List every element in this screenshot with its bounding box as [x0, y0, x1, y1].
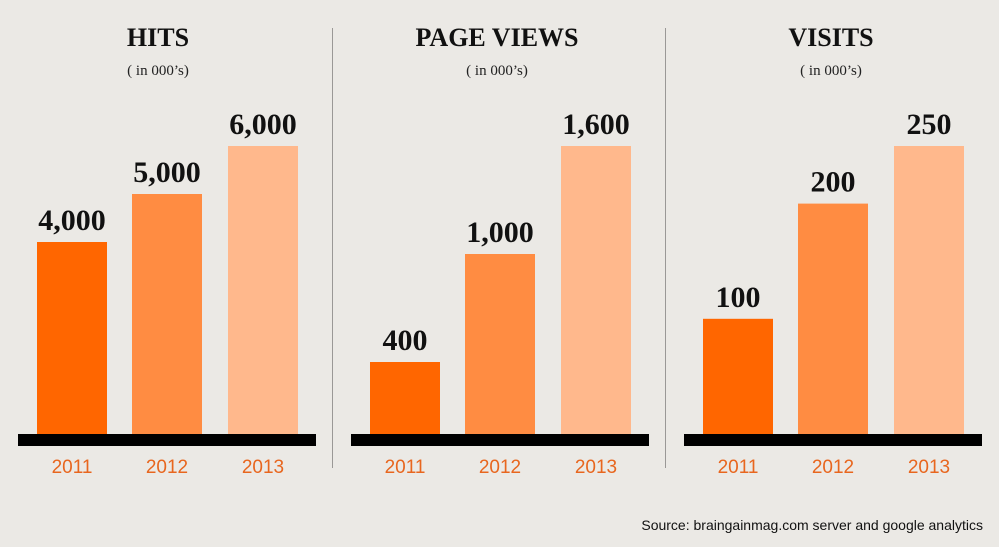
- x-tick-label-page-views-2012: 2012: [479, 457, 521, 478]
- x-tick-label-page-views-2013: 2013: [575, 457, 617, 478]
- x-tick-label-hits-2013: 2013: [242, 457, 284, 478]
- x-tick-label-hits-2012: 2012: [146, 457, 188, 478]
- panel-divider-2: [665, 28, 666, 468]
- chart-subtitle-hits: ( in 000’s): [127, 63, 189, 79]
- bar-page-views-2011: [370, 362, 440, 434]
- bar-visits-2011: [703, 318, 773, 434]
- value-label-visits-2012: 200: [811, 166, 856, 199]
- value-label-hits-2011: 4,000: [38, 204, 106, 237]
- value-label-visits-2011: 100: [716, 281, 761, 314]
- panel-divider-1: [332, 28, 333, 468]
- value-label-hits-2013: 6,000: [229, 108, 297, 141]
- baseline-page-views: [351, 434, 649, 446]
- chart-title-page-views: PAGE VIEWS: [415, 23, 578, 52]
- baseline-hits: [18, 434, 316, 446]
- bar-hits-2011: [37, 242, 107, 434]
- chart-title-visits: VISITS: [788, 23, 873, 52]
- bar-visits-2012: [798, 203, 868, 434]
- x-tick-label-visits-2013: 2013: [908, 457, 950, 478]
- bar-hits-2012: [132, 194, 202, 434]
- value-label-page-views-2011: 400: [383, 324, 428, 357]
- bar-hits-2013: [228, 146, 298, 434]
- value-label-page-views-2013: 1,600: [562, 108, 630, 141]
- value-label-visits-2013: 250: [907, 108, 952, 141]
- value-label-page-views-2012: 1,000: [466, 216, 534, 249]
- x-tick-label-visits-2012: 2012: [812, 457, 854, 478]
- chart-title-hits: HITS: [127, 23, 189, 52]
- value-label-hits-2012: 5,000: [133, 156, 201, 189]
- x-tick-label-visits-2011: 2011: [718, 457, 759, 478]
- chart-subtitle-visits: ( in 000’s): [800, 63, 862, 79]
- bar-page-views-2013: [561, 146, 631, 434]
- source-note: Source: braingainmag.com server and goog…: [641, 517, 983, 533]
- chart-subtitle-page-views: ( in 000’s): [466, 63, 528, 79]
- bar-page-views-2012: [465, 254, 535, 434]
- x-tick-label-hits-2011: 2011: [52, 457, 93, 478]
- bar-visits-2013: [894, 146, 964, 434]
- baseline-visits: [684, 434, 982, 446]
- x-tick-label-page-views-2011: 2011: [385, 457, 426, 478]
